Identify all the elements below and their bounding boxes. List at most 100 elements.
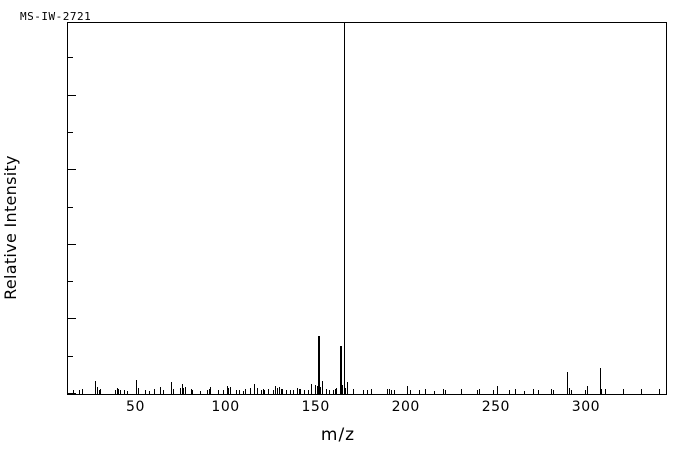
y-axis-major-tick: [68, 243, 76, 245]
sample-id-annotation: MS-IW-2721: [20, 10, 92, 23]
spectrum-peak: [419, 389, 421, 394]
spectrum-peak: [278, 386, 280, 394]
plot-frame: [67, 22, 667, 395]
spectrum-peak: [367, 389, 369, 394]
x-axis-minor-tick: [442, 389, 444, 394]
spectrum-peak: [145, 390, 147, 394]
spectrum-peak: [199, 391, 201, 394]
y-axis-major-tick: [68, 318, 76, 320]
x-axis-minor-tick: [460, 389, 462, 394]
x-axis-minor-tick: [658, 389, 660, 394]
spectrum-peak: [444, 390, 446, 394]
spectrum-peak: [114, 390, 116, 394]
spectrum-peak: [179, 388, 181, 394]
spectrum-peak: [601, 389, 603, 394]
spectrum-peak: [336, 388, 338, 394]
spectrum-peak: [222, 389, 224, 394]
spectrum-peak: [242, 390, 244, 394]
spectrum-peak: [390, 390, 392, 394]
spectrum-peak: [538, 390, 540, 394]
spectrum-peak: [300, 389, 302, 394]
spectrum-peak: [311, 384, 313, 394]
spectrum-peak: [394, 389, 396, 394]
spectrum-peak: [78, 389, 80, 394]
x-axis-minor-tick: [172, 389, 174, 394]
x-axis-major-tick: [226, 386, 228, 394]
spectrum-peak: [120, 389, 122, 394]
y-axis-major-tick: [68, 393, 76, 394]
spectrum-peak: [410, 390, 412, 394]
spectrum-peak: [181, 383, 183, 394]
x-axis-major-tick: [406, 386, 408, 394]
spectrum-peak: [183, 388, 185, 394]
spectrum-peak: [341, 384, 343, 394]
x-axis-major-tick: [586, 386, 588, 394]
spectrum-peak: [293, 390, 295, 394]
spectrum-peak: [523, 390, 525, 394]
x-axis-title: m/z: [320, 425, 356, 445]
spectrum-peak: [210, 386, 212, 394]
spectrum-peak: [329, 390, 331, 394]
spectrum-peak: [275, 385, 277, 394]
spectrum-peak: [567, 371, 569, 394]
x-axis-minor-tick: [532, 389, 534, 394]
spectrum-peak: [318, 336, 321, 394]
x-axis-minor-tick: [424, 389, 426, 394]
plot-area: [68, 23, 666, 394]
spectrum-peak: [73, 390, 75, 394]
x-axis-tick-label: 100: [211, 399, 240, 415]
spectrum-peak: [260, 389, 262, 394]
spectrum-peak: [347, 382, 349, 394]
spectrum-peak: [314, 385, 316, 394]
x-axis-major-tick: [136, 386, 138, 394]
spectrum-peak: [235, 389, 237, 394]
spectrum-peak: [332, 389, 334, 394]
spectrum-peak: [296, 388, 298, 394]
spectrum-peak: [286, 390, 288, 394]
spectrum-peak: [585, 390, 587, 394]
spectrum-peak: [282, 389, 284, 394]
x-axis-minor-tick: [622, 389, 624, 394]
x-axis-minor-tick: [640, 389, 642, 394]
spectrum-peak: [264, 390, 266, 394]
spectrum-peak: [170, 382, 172, 394]
spectrum-peak: [230, 387, 232, 394]
spectrum-peak: [257, 388, 259, 394]
x-axis-minor-tick: [100, 389, 102, 394]
spectrum-peak: [138, 388, 140, 394]
y-axis-minor-tick: [68, 206, 73, 208]
spectrum-peak: [509, 390, 511, 394]
spectrum-peak: [228, 388, 230, 394]
x-axis-minor-tick: [298, 389, 300, 394]
x-axis-minor-tick: [190, 389, 192, 394]
y-axis-title-text: Relative Intensity: [0, 155, 20, 300]
spectrum-peak: [304, 390, 306, 394]
spectrum-peak: [340, 345, 343, 394]
spectrum-peak: [307, 389, 309, 394]
spectrum-peak: [477, 390, 478, 394]
x-axis-minor-tick: [208, 389, 210, 394]
x-axis-major-tick: [496, 386, 498, 394]
spectrum-peak: [123, 390, 125, 394]
spectrum-peak: [325, 389, 327, 394]
spectrum-peak: [163, 389, 165, 394]
spectrum-peak: [249, 388, 251, 394]
spectrum-peak: [185, 387, 187, 394]
x-axis-minor-tick: [118, 389, 120, 394]
x-axis-minor-tick: [604, 389, 606, 394]
spectrum-peak: [433, 390, 435, 394]
spectrum-peak: [363, 390, 365, 394]
x-axis-minor-tick: [370, 389, 372, 394]
spectrum-peak: [570, 389, 572, 394]
x-axis-tick-label: 300: [571, 399, 601, 415]
spectrum-peak: [289, 389, 291, 394]
spectrum-peak: [552, 390, 554, 394]
y-axis-title: Relative Intensity: [0, 0, 22, 455]
x-axis-minor-tick: [388, 389, 390, 394]
x-axis-minor-tick: [478, 389, 480, 394]
spectrum-peak: [322, 380, 324, 394]
x-axis-tick-label: 250: [481, 399, 510, 415]
spectrum-peak: [343, 23, 345, 394]
y-axis-minor-tick: [68, 355, 73, 357]
